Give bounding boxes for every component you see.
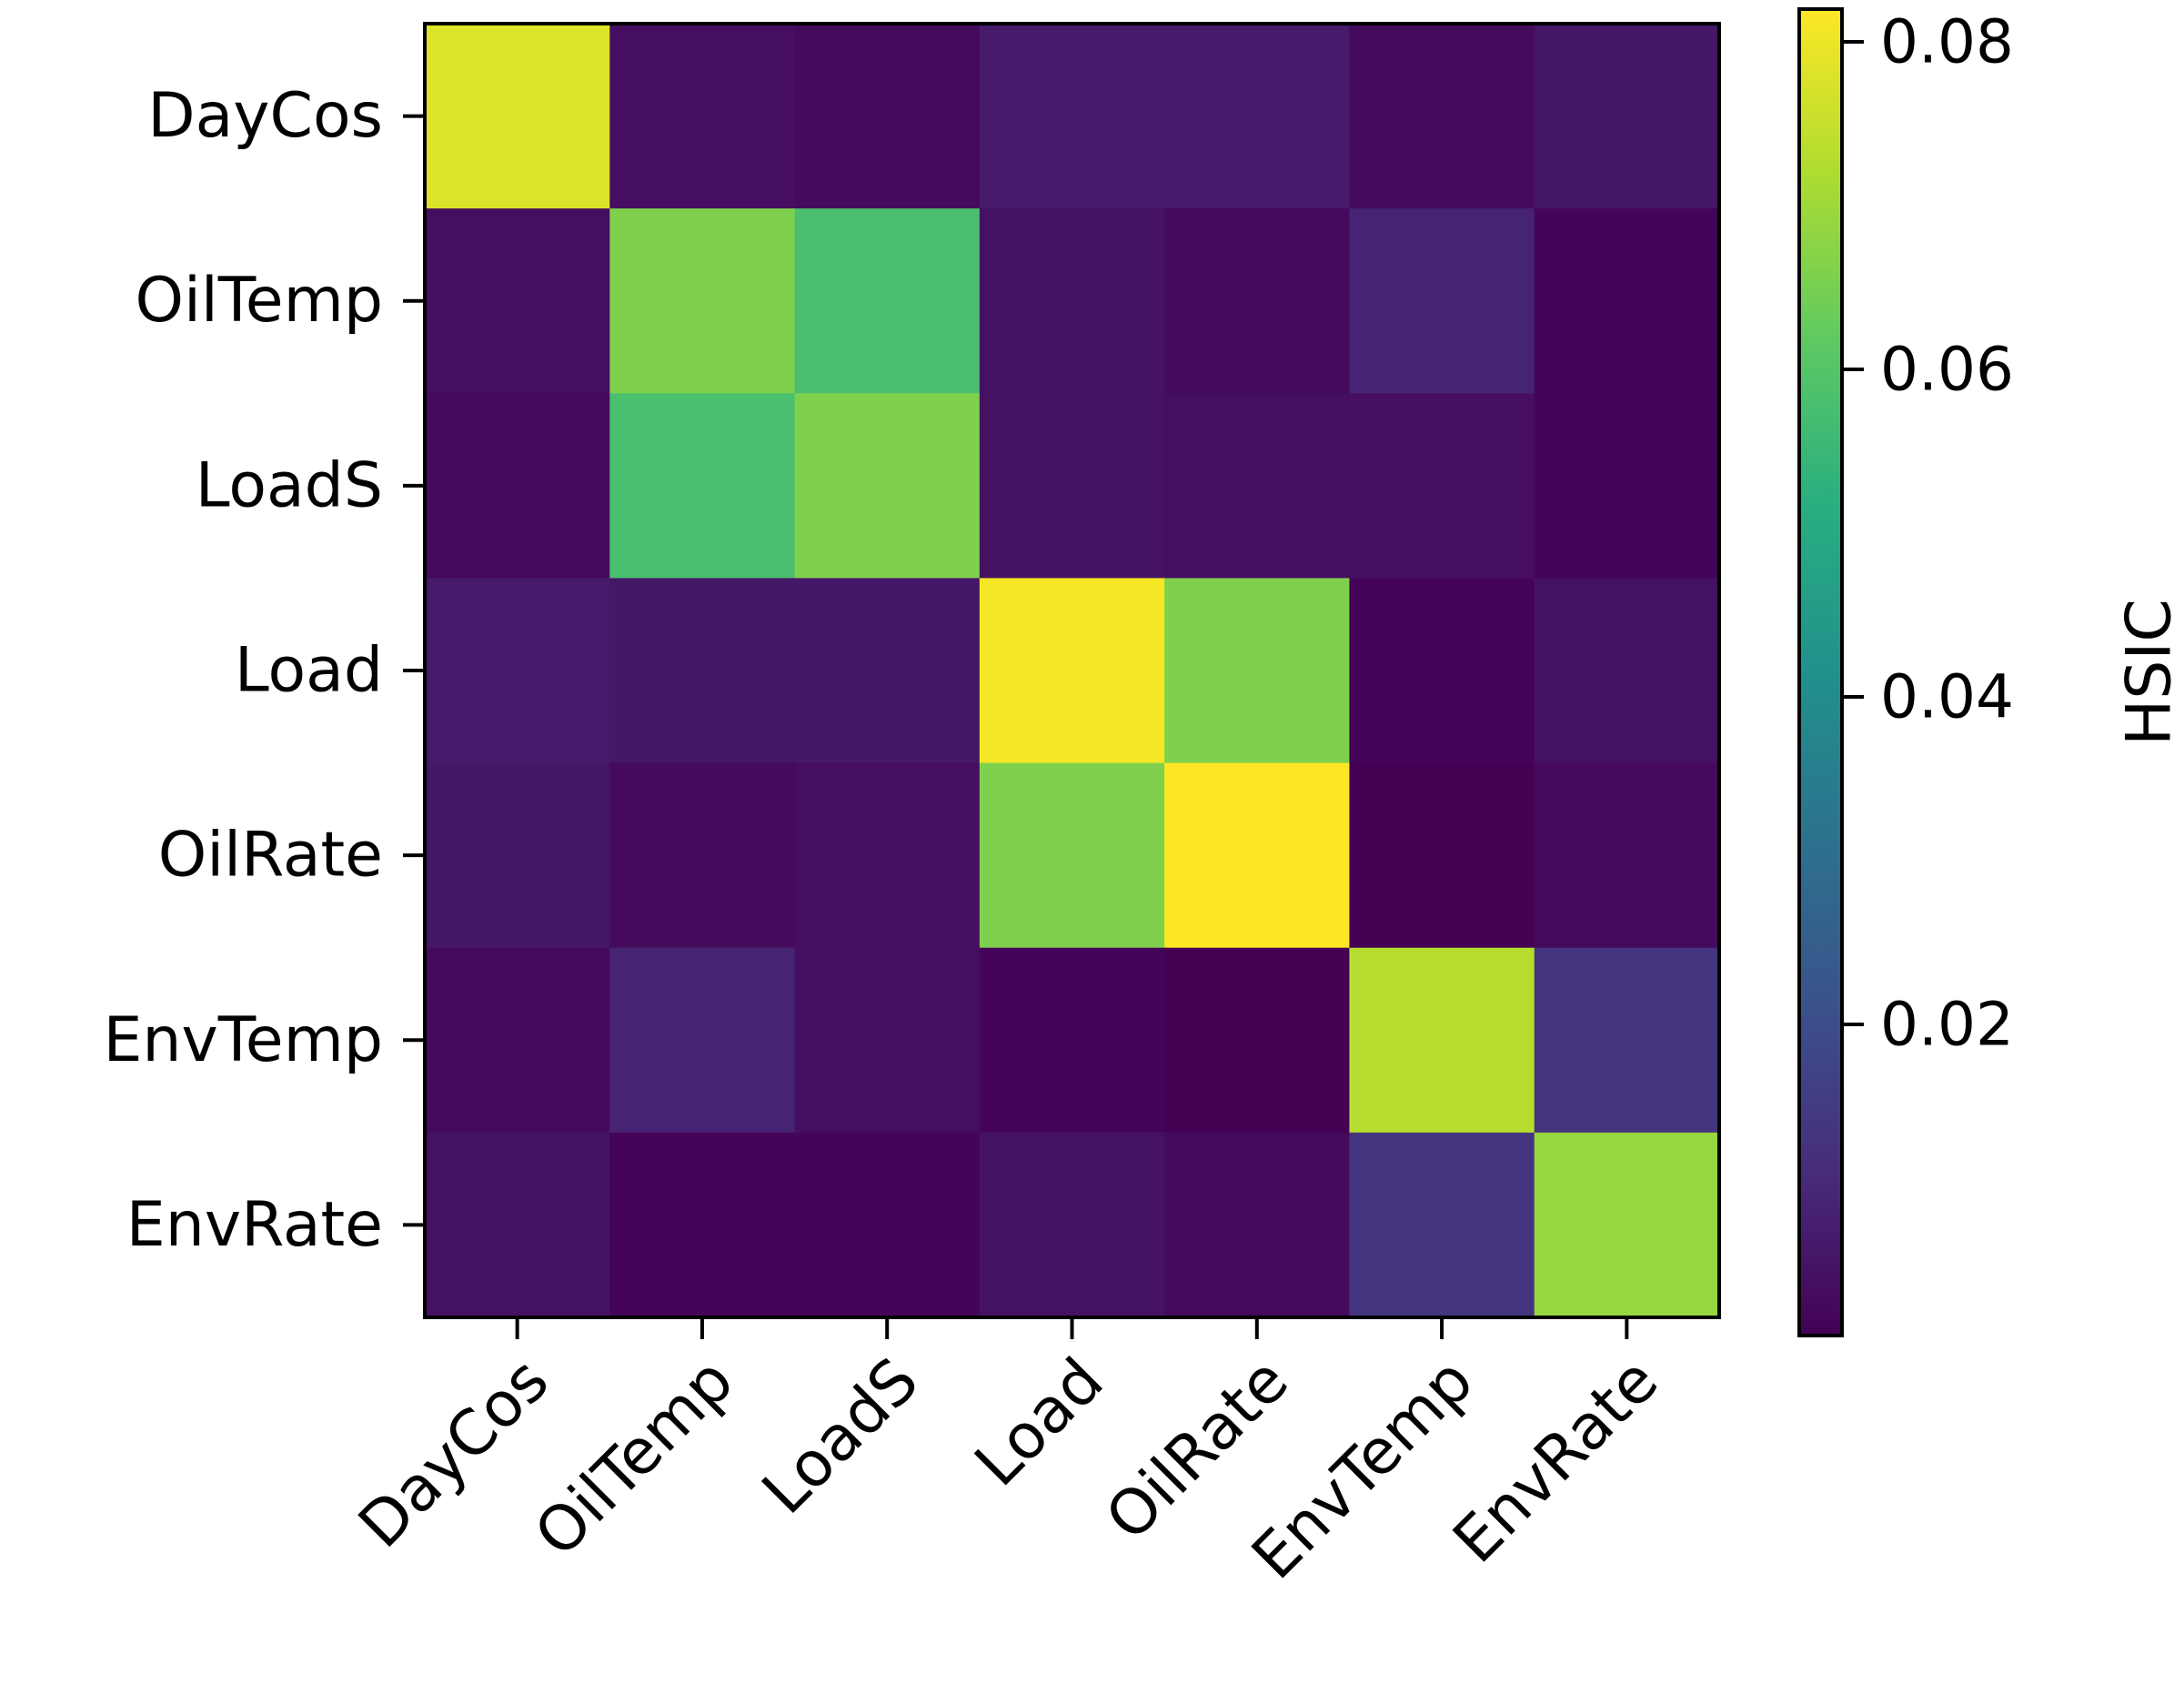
heatmap-cell-EnvTemp-OilRate — [1164, 947, 1351, 1134]
heatmap-cell-OilRate-OilTemp — [609, 762, 796, 949]
colorbar-tick-label: 0.02 — [1880, 990, 2014, 1060]
heatmap-cell-OilRate-LoadS — [794, 762, 981, 949]
heatmap-cell-DayCos-EnvTemp — [1349, 24, 1535, 209]
heatmap-cell-Load-DayCos — [425, 578, 610, 764]
y-tick-label: LoadS — [196, 449, 383, 521]
heatmap-cell-LoadS-EnvTemp — [1349, 393, 1535, 580]
y-tick-label: OilTemp — [135, 265, 383, 337]
heatmap-cell-EnvRate-OilTemp — [609, 1132, 796, 1318]
heatmap-cell-Load-OilTemp — [609, 578, 796, 764]
heatmap-cell-OilRate-DayCos — [425, 762, 610, 949]
heatmap-cell-EnvTemp-Load — [979, 947, 1165, 1134]
heatmap-cell-OilTemp-OilTemp — [609, 208, 796, 394]
heatmap-cell-OilTemp-LoadS — [794, 208, 981, 394]
heatmap-cell-OilTemp-EnvTemp — [1349, 208, 1535, 394]
heatmap-cell-Load-LoadS — [794, 578, 981, 764]
heatmap-cell-Load-EnvRate — [1534, 578, 1720, 764]
heatmap-cell-OilRate-OilRate — [1164, 762, 1351, 949]
heatmap-cell-LoadS-OilTemp — [609, 393, 796, 580]
heatmap-cell-LoadS-OilRate — [1164, 393, 1351, 580]
heatmap-cell-OilTemp-OilRate — [1164, 208, 1351, 394]
x-tick-label: OilTemp — [521, 1345, 748, 1571]
heatmap-cell-LoadS-Load — [979, 393, 1165, 580]
heatmap-cell-EnvRate-EnvRate — [1534, 1132, 1720, 1318]
y-tick-label: EnvTemp — [103, 1004, 383, 1076]
heatmap-cell-DayCos-DayCos — [425, 24, 610, 209]
heatmap-cells — [425, 24, 1720, 1318]
heatmap-cell-EnvTemp-LoadS — [794, 947, 981, 1134]
heatmap-cell-EnvTemp-EnvRate — [1534, 947, 1720, 1134]
heatmap-cell-Load-Load — [979, 578, 1165, 764]
heatmap-cell-DayCos-EnvRate — [1534, 24, 1720, 209]
y-tick-label: EnvRate — [126, 1189, 383, 1261]
heatmap-cell-Load-OilRate — [1164, 578, 1351, 764]
heatmap-cell-DayCos-OilRate — [1164, 24, 1351, 209]
y-axis: DayCos OilTemp LoadS Load OilRate EnvTemp EnvR… — [103, 80, 425, 1261]
heatmap-cell-EnvTemp-EnvTemp — [1349, 947, 1535, 1134]
x-tick-label: Load — [961, 1345, 1117, 1500]
heatmap-cell-OilRate-EnvTemp — [1349, 762, 1535, 949]
y-tick-label: Load — [235, 635, 383, 707]
heatmap-cell-OilTemp-EnvRate — [1534, 208, 1720, 394]
heatmap-cell-DayCos-Load — [979, 24, 1165, 209]
heatmap-cell-EnvTemp-DayCos — [425, 947, 610, 1134]
heatmap-cell-EnvRate-LoadS — [794, 1132, 981, 1318]
heatmap-cell-EnvRate-Load — [979, 1132, 1165, 1318]
y-tick-label: DayCos — [147, 80, 383, 152]
heatmap-cell-EnvRate-OilRate — [1164, 1132, 1351, 1318]
heatmap-cell-LoadS-EnvRate — [1534, 393, 1720, 580]
heatmap-cell-Load-EnvTemp — [1349, 578, 1535, 764]
heatmap-cell-DayCos-LoadS — [794, 24, 981, 209]
y-tick-label: OilRate — [158, 820, 383, 892]
heatmap-cell-LoadS-LoadS — [794, 393, 981, 580]
heatmap-cell-OilRate-EnvRate — [1534, 762, 1720, 949]
colorbar-axis: 0.02 0.04 0.06 0.08 — [1842, 7, 2014, 1060]
heatmap-cell-OilRate-Load — [979, 762, 1165, 949]
heatmap-cell-OilTemp-DayCos — [425, 208, 610, 394]
heatmap-cell-OilTemp-Load — [979, 208, 1165, 394]
heatmap-cell-LoadS-DayCos — [425, 393, 610, 580]
x-tick-label: EnvRate — [1440, 1345, 1672, 1577]
colorbar-tick-label: 0.06 — [1880, 335, 2014, 405]
colorbar-tick-label: 0.08 — [1880, 7, 2014, 77]
colorbar-label: HSIC — [2114, 599, 2184, 746]
heatmap-cell-EnvRate-EnvTemp — [1349, 1132, 1535, 1318]
colorbar-tick-label: 0.04 — [1880, 662, 2014, 732]
colorbar — [1797, 7, 1844, 1337]
x-tick-label: LoadS — [749, 1345, 932, 1528]
heatmap-cell-EnvRate-DayCos — [425, 1132, 610, 1318]
heatmap-cell-DayCos-OilTemp — [609, 24, 796, 209]
heatmap-cell-EnvTemp-OilTemp — [609, 947, 796, 1134]
